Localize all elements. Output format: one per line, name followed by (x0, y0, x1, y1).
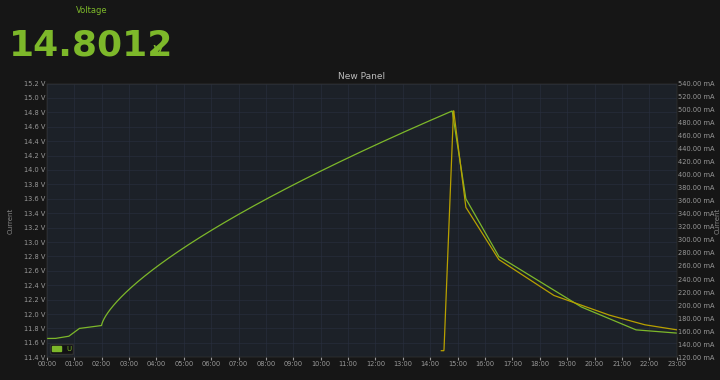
Text: v: v (153, 41, 163, 59)
Text: Voltage: Voltage (76, 6, 107, 15)
Legend: U: U (50, 344, 73, 354)
Title: New Panel: New Panel (338, 73, 385, 81)
Text: 14.8012: 14.8012 (9, 28, 174, 62)
Text: Current: Current (7, 207, 13, 234)
Text: Current: Current (715, 207, 720, 234)
